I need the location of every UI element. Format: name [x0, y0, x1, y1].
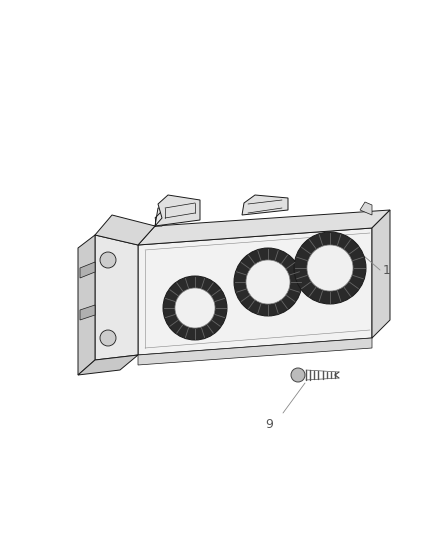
- Polygon shape: [242, 195, 288, 215]
- Polygon shape: [155, 195, 200, 226]
- Circle shape: [246, 260, 290, 304]
- Circle shape: [291, 368, 305, 382]
- Circle shape: [294, 232, 366, 304]
- Circle shape: [307, 245, 353, 291]
- Circle shape: [234, 248, 302, 316]
- Circle shape: [175, 288, 215, 328]
- Polygon shape: [78, 235, 95, 375]
- Polygon shape: [95, 235, 138, 360]
- Circle shape: [163, 276, 227, 340]
- Circle shape: [100, 252, 116, 268]
- Circle shape: [100, 330, 116, 346]
- Polygon shape: [80, 305, 95, 320]
- Polygon shape: [372, 210, 390, 338]
- Polygon shape: [95, 215, 155, 245]
- Polygon shape: [138, 228, 372, 355]
- Polygon shape: [80, 262, 95, 278]
- Polygon shape: [78, 355, 138, 375]
- Text: 9: 9: [265, 418, 273, 432]
- Polygon shape: [155, 208, 165, 226]
- Polygon shape: [138, 338, 372, 365]
- Polygon shape: [138, 210, 390, 245]
- Polygon shape: [360, 202, 372, 215]
- Text: 1: 1: [383, 263, 391, 277]
